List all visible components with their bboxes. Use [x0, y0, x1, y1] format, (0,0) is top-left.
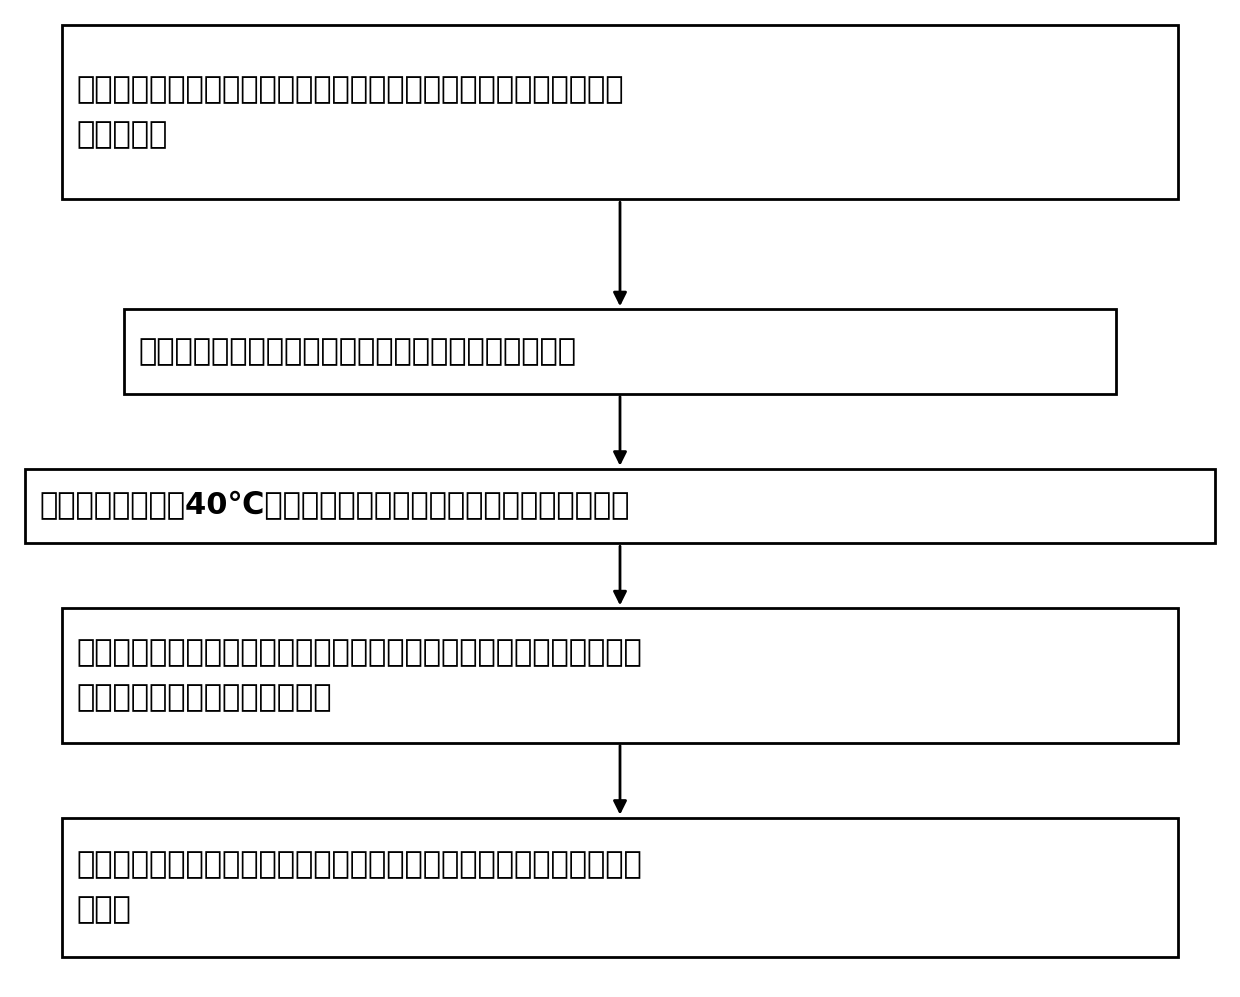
Bar — [62, 608, 1178, 743]
Bar — [124, 309, 1116, 394]
Text: 当电芯温度与环境舱内温度保持一致时，开始对电芯内阻进行测试，同: 当电芯温度与环境舱内温度保持一致时，开始对电芯内阻进行测试，同 — [77, 638, 642, 668]
Bar — [62, 818, 1178, 957]
Text: 将所有电芯的内阻数据进行处理并选取一定范围内的所有电芯进行成组: 将所有电芯的内阻数据进行处理并选取一定范围内的所有电芯进行成组 — [77, 850, 642, 879]
Text: 按照电芯统一的充放电要求，进行满充，满放，再满充: 按照电芯统一的充放电要求，进行满充，满放，再满充 — [139, 337, 577, 366]
Text: 或成包: 或成包 — [77, 895, 131, 924]
Text: 度保持一致: 度保持一致 — [77, 120, 169, 150]
Text: 将环境舱温度升至40℃，同时将电芯静置在该温度条件下的环境舱内: 将环境舱温度升至40℃，同时将电芯静置在该温度条件下的环境舱内 — [40, 492, 630, 520]
Text: 时记录好各电芯的内阻测试数据: 时记录好各电芯的内阻测试数据 — [77, 683, 332, 713]
Bar — [62, 25, 1178, 199]
Text: 将若干同型号电芯置于同一温度的环境下静置，使电芯温度与环境温: 将若干同型号电芯置于同一温度的环境下静置，使电芯温度与环境温 — [77, 75, 625, 105]
Bar — [25, 469, 1215, 543]
